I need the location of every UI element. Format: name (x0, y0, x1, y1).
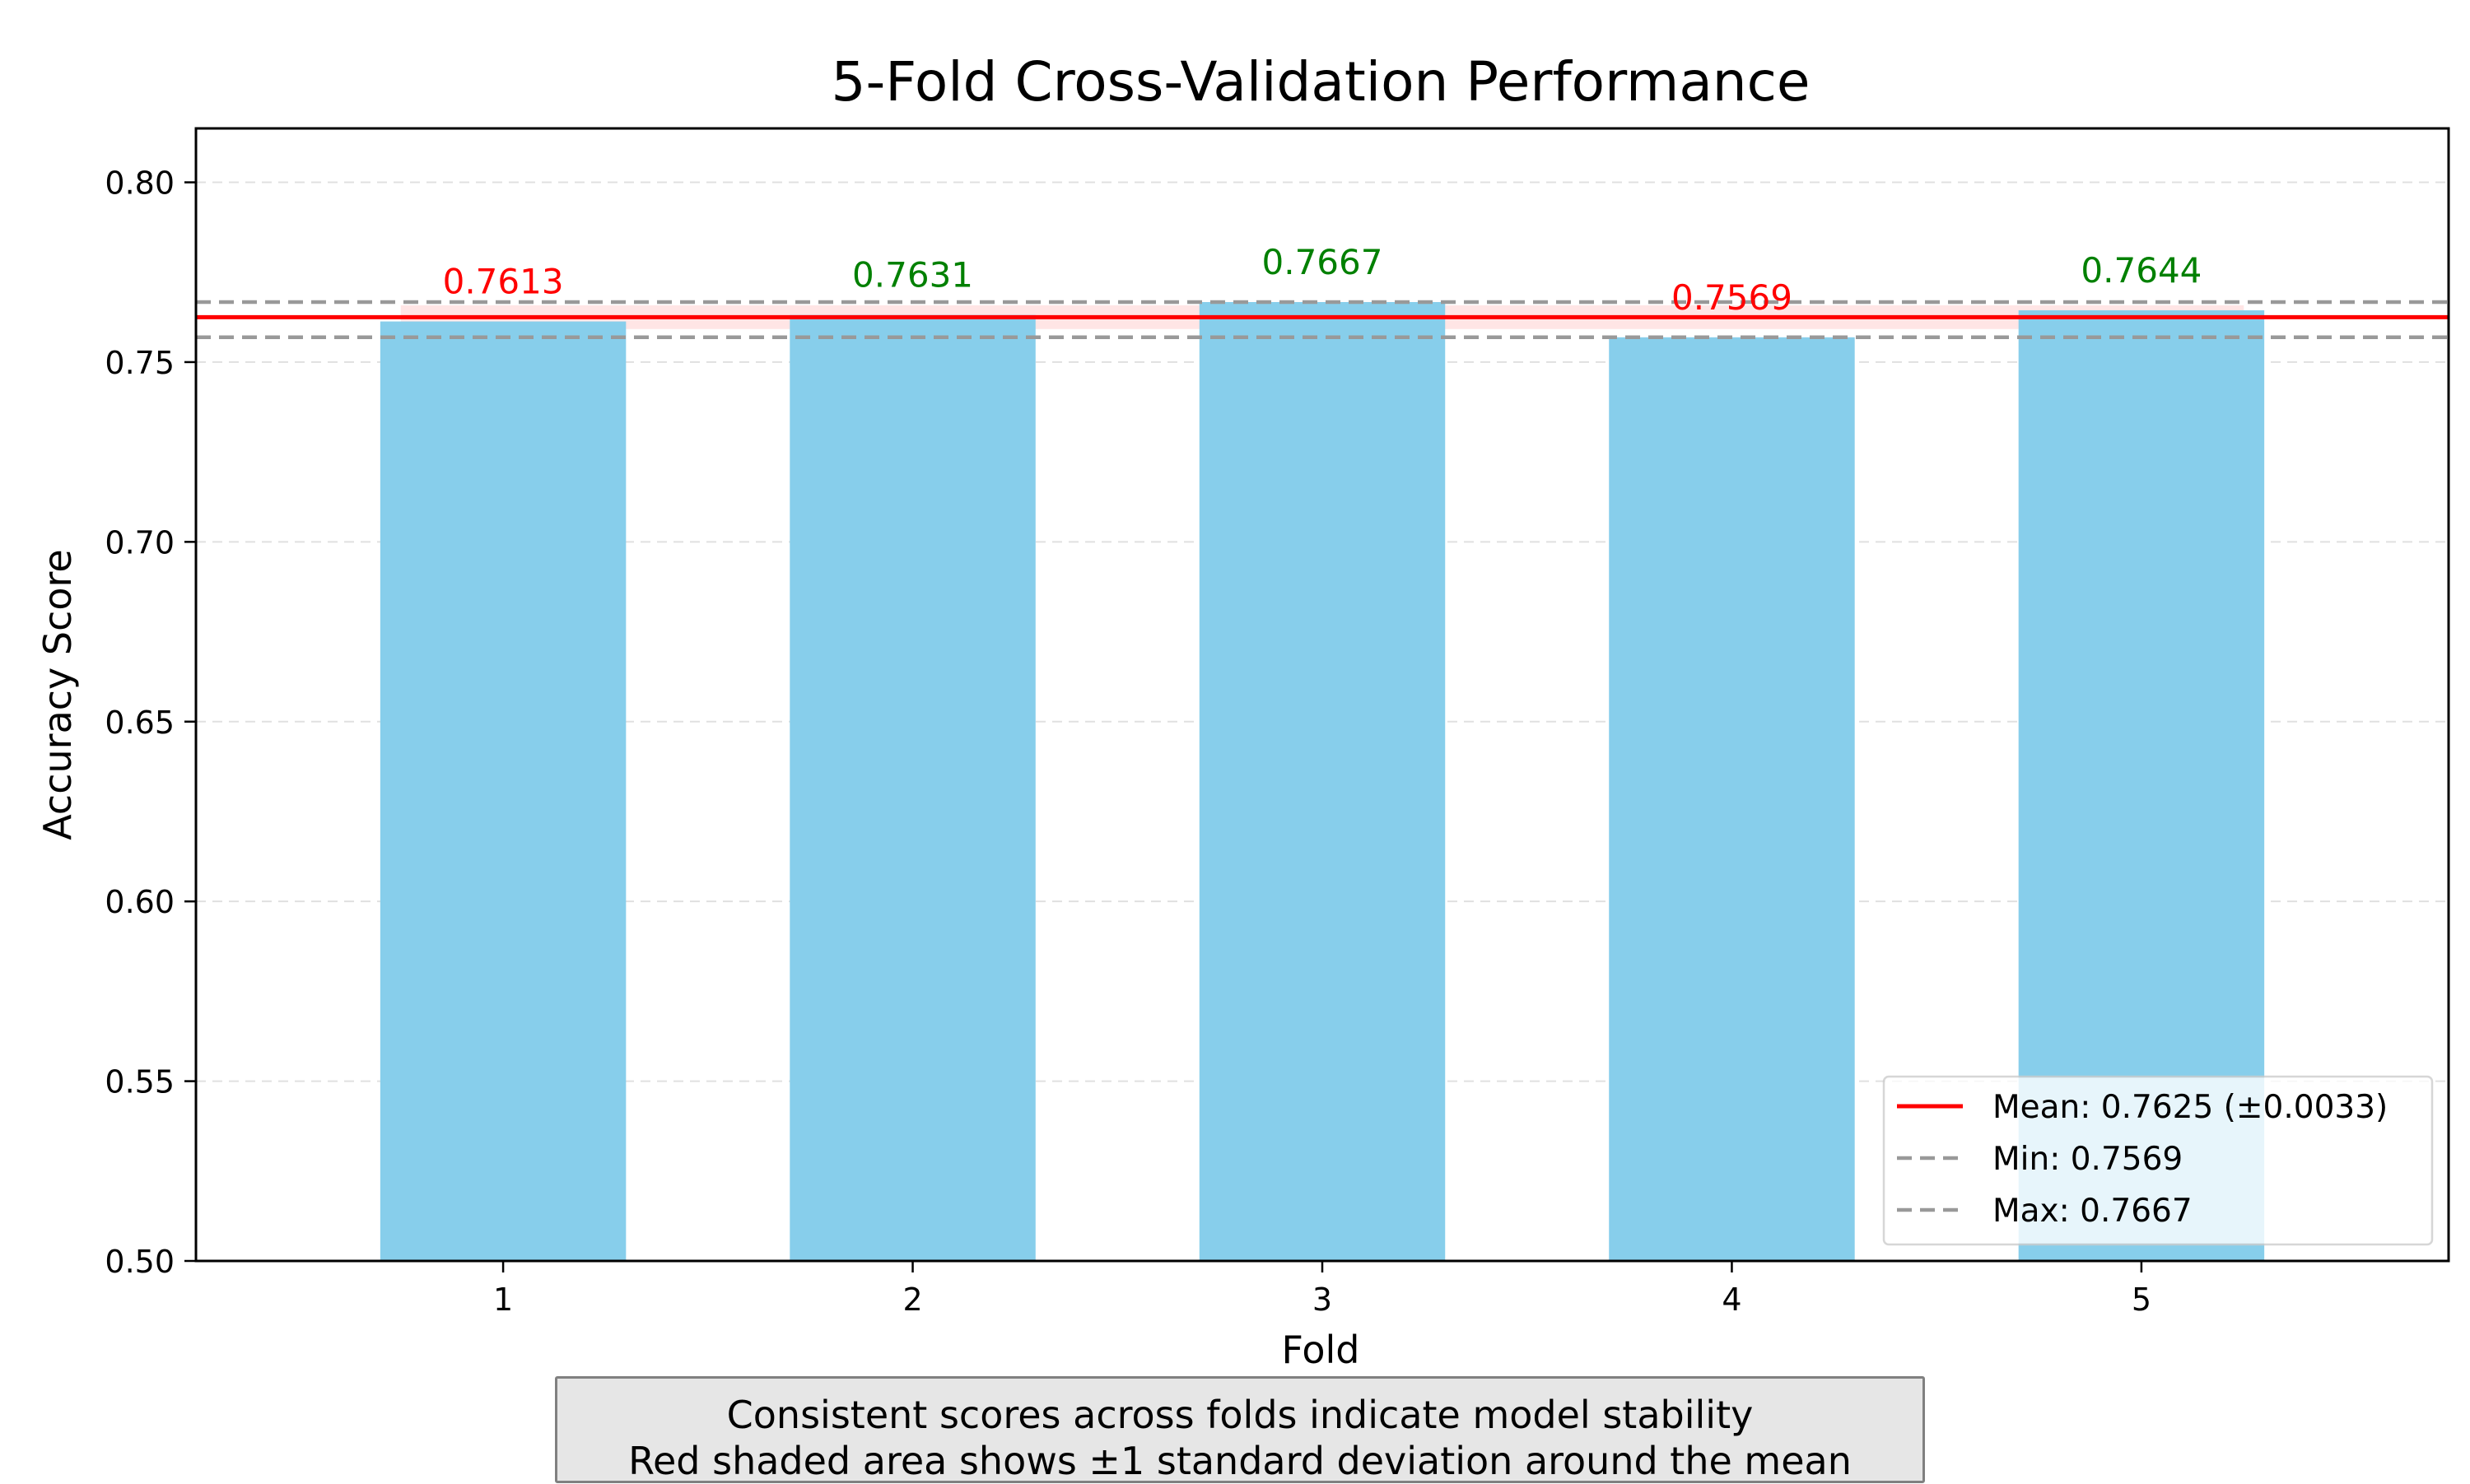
x-tick-label: 3 (1312, 1282, 1332, 1318)
bar-fold-3 (1199, 301, 1446, 1261)
y-tick-label: 0.55 (105, 1064, 175, 1100)
y-tick-label: 0.50 (105, 1244, 175, 1280)
y-tick-label: 0.80 (105, 165, 175, 202)
footnote-line-2: Red shaded area shows ±1 standard deviat… (628, 1439, 1852, 1483)
chart-title: 5-Fold Cross-Validation Performance (832, 50, 1811, 114)
x-tick-label: 4 (1722, 1282, 1741, 1318)
footnote-box: Consistent scores across folds indicate … (555, 1376, 1925, 1483)
value-label: 0.7613 (443, 262, 564, 302)
y-tick-label: 0.70 (105, 524, 175, 561)
footnote-line-1: Consistent scores across folds indicate … (726, 1393, 1754, 1437)
y-tick-label: 0.60 (105, 884, 175, 920)
value-label: 0.7569 (1671, 277, 1792, 318)
legend: Mean: 0.7625 (±0.0033) Min: 0.7569 Max: 0.… (1882, 1075, 2434, 1246)
value-label: 0.7667 (1262, 242, 1383, 282)
legend-box (1882, 1075, 2434, 1246)
bar-fold-2 (790, 314, 1036, 1261)
x-tick-label: 1 (493, 1282, 513, 1318)
legend-label: Max: 0.7667 (1992, 1193, 2193, 1230)
bar-fold-1 (380, 321, 627, 1262)
y-tick-label: 0.65 (105, 705, 175, 741)
y-tick-label: 0.75 (105, 345, 175, 381)
legend-label: Mean: 0.7625 (±0.0033) (1992, 1089, 2388, 1126)
value-label: 0.7631 (852, 255, 973, 295)
x-tick-label: 2 (902, 1282, 922, 1318)
bar-fold-4 (1609, 337, 1855, 1262)
legend-label: Min: 0.7569 (1992, 1141, 2183, 1178)
value-label: 0.7644 (2081, 250, 2202, 291)
x-axis-label: Fold (1282, 1328, 1360, 1372)
y-axis-label: Accuracy Score (35, 549, 80, 840)
x-tick-label: 5 (2132, 1282, 2151, 1318)
